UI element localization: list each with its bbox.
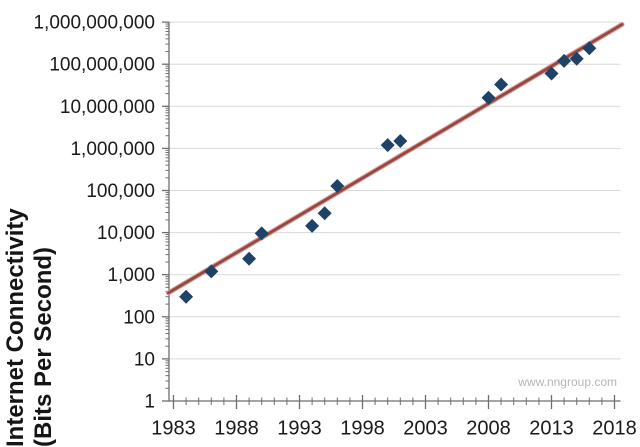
data-point-diamond [557, 53, 572, 68]
x-tick-label: 1988 [214, 418, 259, 440]
x-tick-label: 1998 [340, 418, 385, 440]
y-tick-label: 10,000,000 [60, 97, 155, 118]
x-tick-label: 2003 [403, 418, 448, 440]
trend-line [167, 23, 624, 295]
data-point-diamond [254, 226, 269, 241]
y-tick-label: 100,000 [86, 181, 155, 202]
data-point-diamond [242, 251, 257, 266]
y-tick-label: 1,000 [107, 265, 155, 286]
x-tick-label: 1983 [151, 418, 196, 440]
data-point-diamond [204, 264, 219, 279]
x-tick-label: 2013 [529, 418, 574, 440]
x-tick-label: 2018 [592, 418, 637, 440]
data-point-diamond [544, 66, 559, 81]
x-tick-label: 1993 [277, 418, 322, 440]
data-point-diamond [380, 138, 395, 153]
data-point-diamond [494, 77, 509, 92]
watermark-text: www.nngroup.com [517, 375, 617, 389]
data-point-diamond [582, 41, 597, 56]
y-tick-label: 100 [123, 307, 155, 328]
data-point-diamond [569, 51, 584, 66]
data-point-diamond [481, 90, 496, 105]
y-tick-label: 100,000,000 [49, 55, 155, 76]
data-point-diamond [317, 206, 332, 221]
data-point-diamond [393, 133, 408, 148]
data-point-diamond [330, 178, 345, 193]
x-tick-label: 2008 [466, 418, 511, 440]
y-tick-label: 10 [134, 349, 155, 370]
y-tick-label: 1,000,000,000 [33, 13, 155, 34]
y-tick-label: 1 [144, 392, 155, 413]
y-tick-label: 10,000 [97, 223, 155, 244]
y-tick-label: 1,000,000 [70, 139, 155, 160]
data-point-diamond [179, 289, 194, 304]
data-point-diamond [305, 218, 320, 233]
